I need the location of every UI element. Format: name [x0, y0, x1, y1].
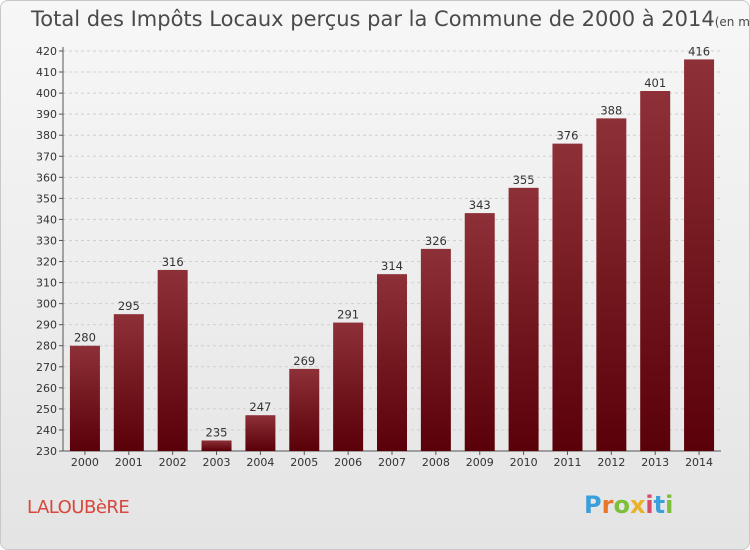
bar — [333, 322, 364, 451]
x-tick-label: 2014 — [685, 456, 713, 469]
y-tick-label: 400 — [36, 87, 57, 100]
y-tick-label: 390 — [36, 108, 57, 121]
bar-value-label: 314 — [381, 259, 403, 273]
y-tick-label: 230 — [36, 445, 57, 458]
logo-letter: P — [584, 491, 602, 519]
y-tick-label: 270 — [36, 361, 57, 374]
x-tick-label: 2012 — [597, 456, 625, 469]
bar — [420, 248, 451, 451]
x-tick-label: 2009 — [466, 456, 494, 469]
commune-name: LALOUBèRE — [27, 497, 130, 518]
y-tick-label: 320 — [36, 256, 57, 269]
bar-value-label: 291 — [337, 308, 359, 322]
y-tick-label: 380 — [36, 129, 57, 142]
bar — [289, 368, 320, 451]
x-tick-label: 2008 — [422, 456, 450, 469]
x-tick-label: 2005 — [290, 456, 318, 469]
logo-letter: i — [645, 491, 654, 519]
bar-value-label: 235 — [206, 425, 228, 439]
bar — [684, 59, 715, 451]
y-tick-label: 240 — [36, 424, 57, 437]
bar-value-label: 247 — [249, 400, 271, 414]
logo-letter: i — [665, 491, 674, 519]
y-tick-label: 310 — [36, 277, 57, 290]
bar-value-label: 416 — [688, 44, 710, 58]
title-unit: (en milliers d'€) — [714, 15, 750, 29]
x-tick-label: 2010 — [510, 456, 538, 469]
bar-value-label: 316 — [162, 255, 184, 269]
y-tick-label: 410 — [36, 66, 57, 79]
bar — [377, 274, 407, 451]
proxiti-logo: Proxiti — [584, 491, 673, 519]
x-tick-label: 2013 — [641, 456, 669, 469]
y-tick-label: 370 — [36, 150, 57, 163]
bar-value-label: 269 — [293, 354, 315, 368]
x-tick-label: 2003 — [203, 456, 231, 469]
bar — [464, 213, 495, 451]
bar — [596, 118, 627, 452]
y-tick-label: 350 — [36, 192, 57, 205]
y-tick-label: 300 — [36, 298, 57, 311]
title-text: Total des Impôts Locaux perçus par la Co… — [31, 7, 715, 31]
bar-value-label: 401 — [644, 76, 666, 90]
y-tick-label: 360 — [36, 171, 57, 184]
x-tick-label: 2006 — [334, 456, 362, 469]
logo-letter: o — [613, 491, 630, 519]
x-tick-label: 2002 — [159, 456, 187, 469]
logo-letter: r — [601, 491, 614, 519]
x-tick-label: 2011 — [553, 456, 581, 469]
x-tick-label: 2007 — [378, 456, 406, 469]
y-tick-label: 420 — [36, 45, 57, 58]
chart-title: Total des Impôts Locaux perçus par la Co… — [31, 7, 750, 31]
bar — [552, 143, 583, 451]
y-tick-label: 260 — [36, 382, 57, 395]
bar — [201, 440, 232, 451]
bar — [508, 187, 539, 451]
x-tick-label: 2004 — [246, 456, 274, 469]
bar — [69, 345, 100, 451]
y-tick-label: 290 — [36, 319, 57, 332]
bar-value-label: 388 — [600, 103, 622, 117]
logo-letter: x — [629, 491, 646, 519]
bar-value-label: 295 — [118, 299, 140, 313]
bar — [640, 91, 671, 451]
bar — [245, 415, 276, 451]
y-tick-label: 280 — [36, 340, 57, 353]
bar-value-label: 355 — [513, 173, 535, 187]
x-tick-label: 2001 — [115, 456, 143, 469]
bar-value-label: 343 — [469, 198, 491, 212]
bar — [113, 314, 144, 451]
bar-value-label: 376 — [556, 129, 578, 143]
y-tick-label: 330 — [36, 234, 57, 247]
y-tick-label: 340 — [36, 213, 57, 226]
bar — [157, 269, 188, 451]
y-tick-label: 250 — [36, 403, 57, 416]
x-tick-label: 2000 — [71, 456, 99, 469]
logo-letter: t — [653, 491, 666, 519]
bar-value-label: 280 — [74, 331, 96, 345]
bar-value-label: 326 — [425, 234, 447, 248]
